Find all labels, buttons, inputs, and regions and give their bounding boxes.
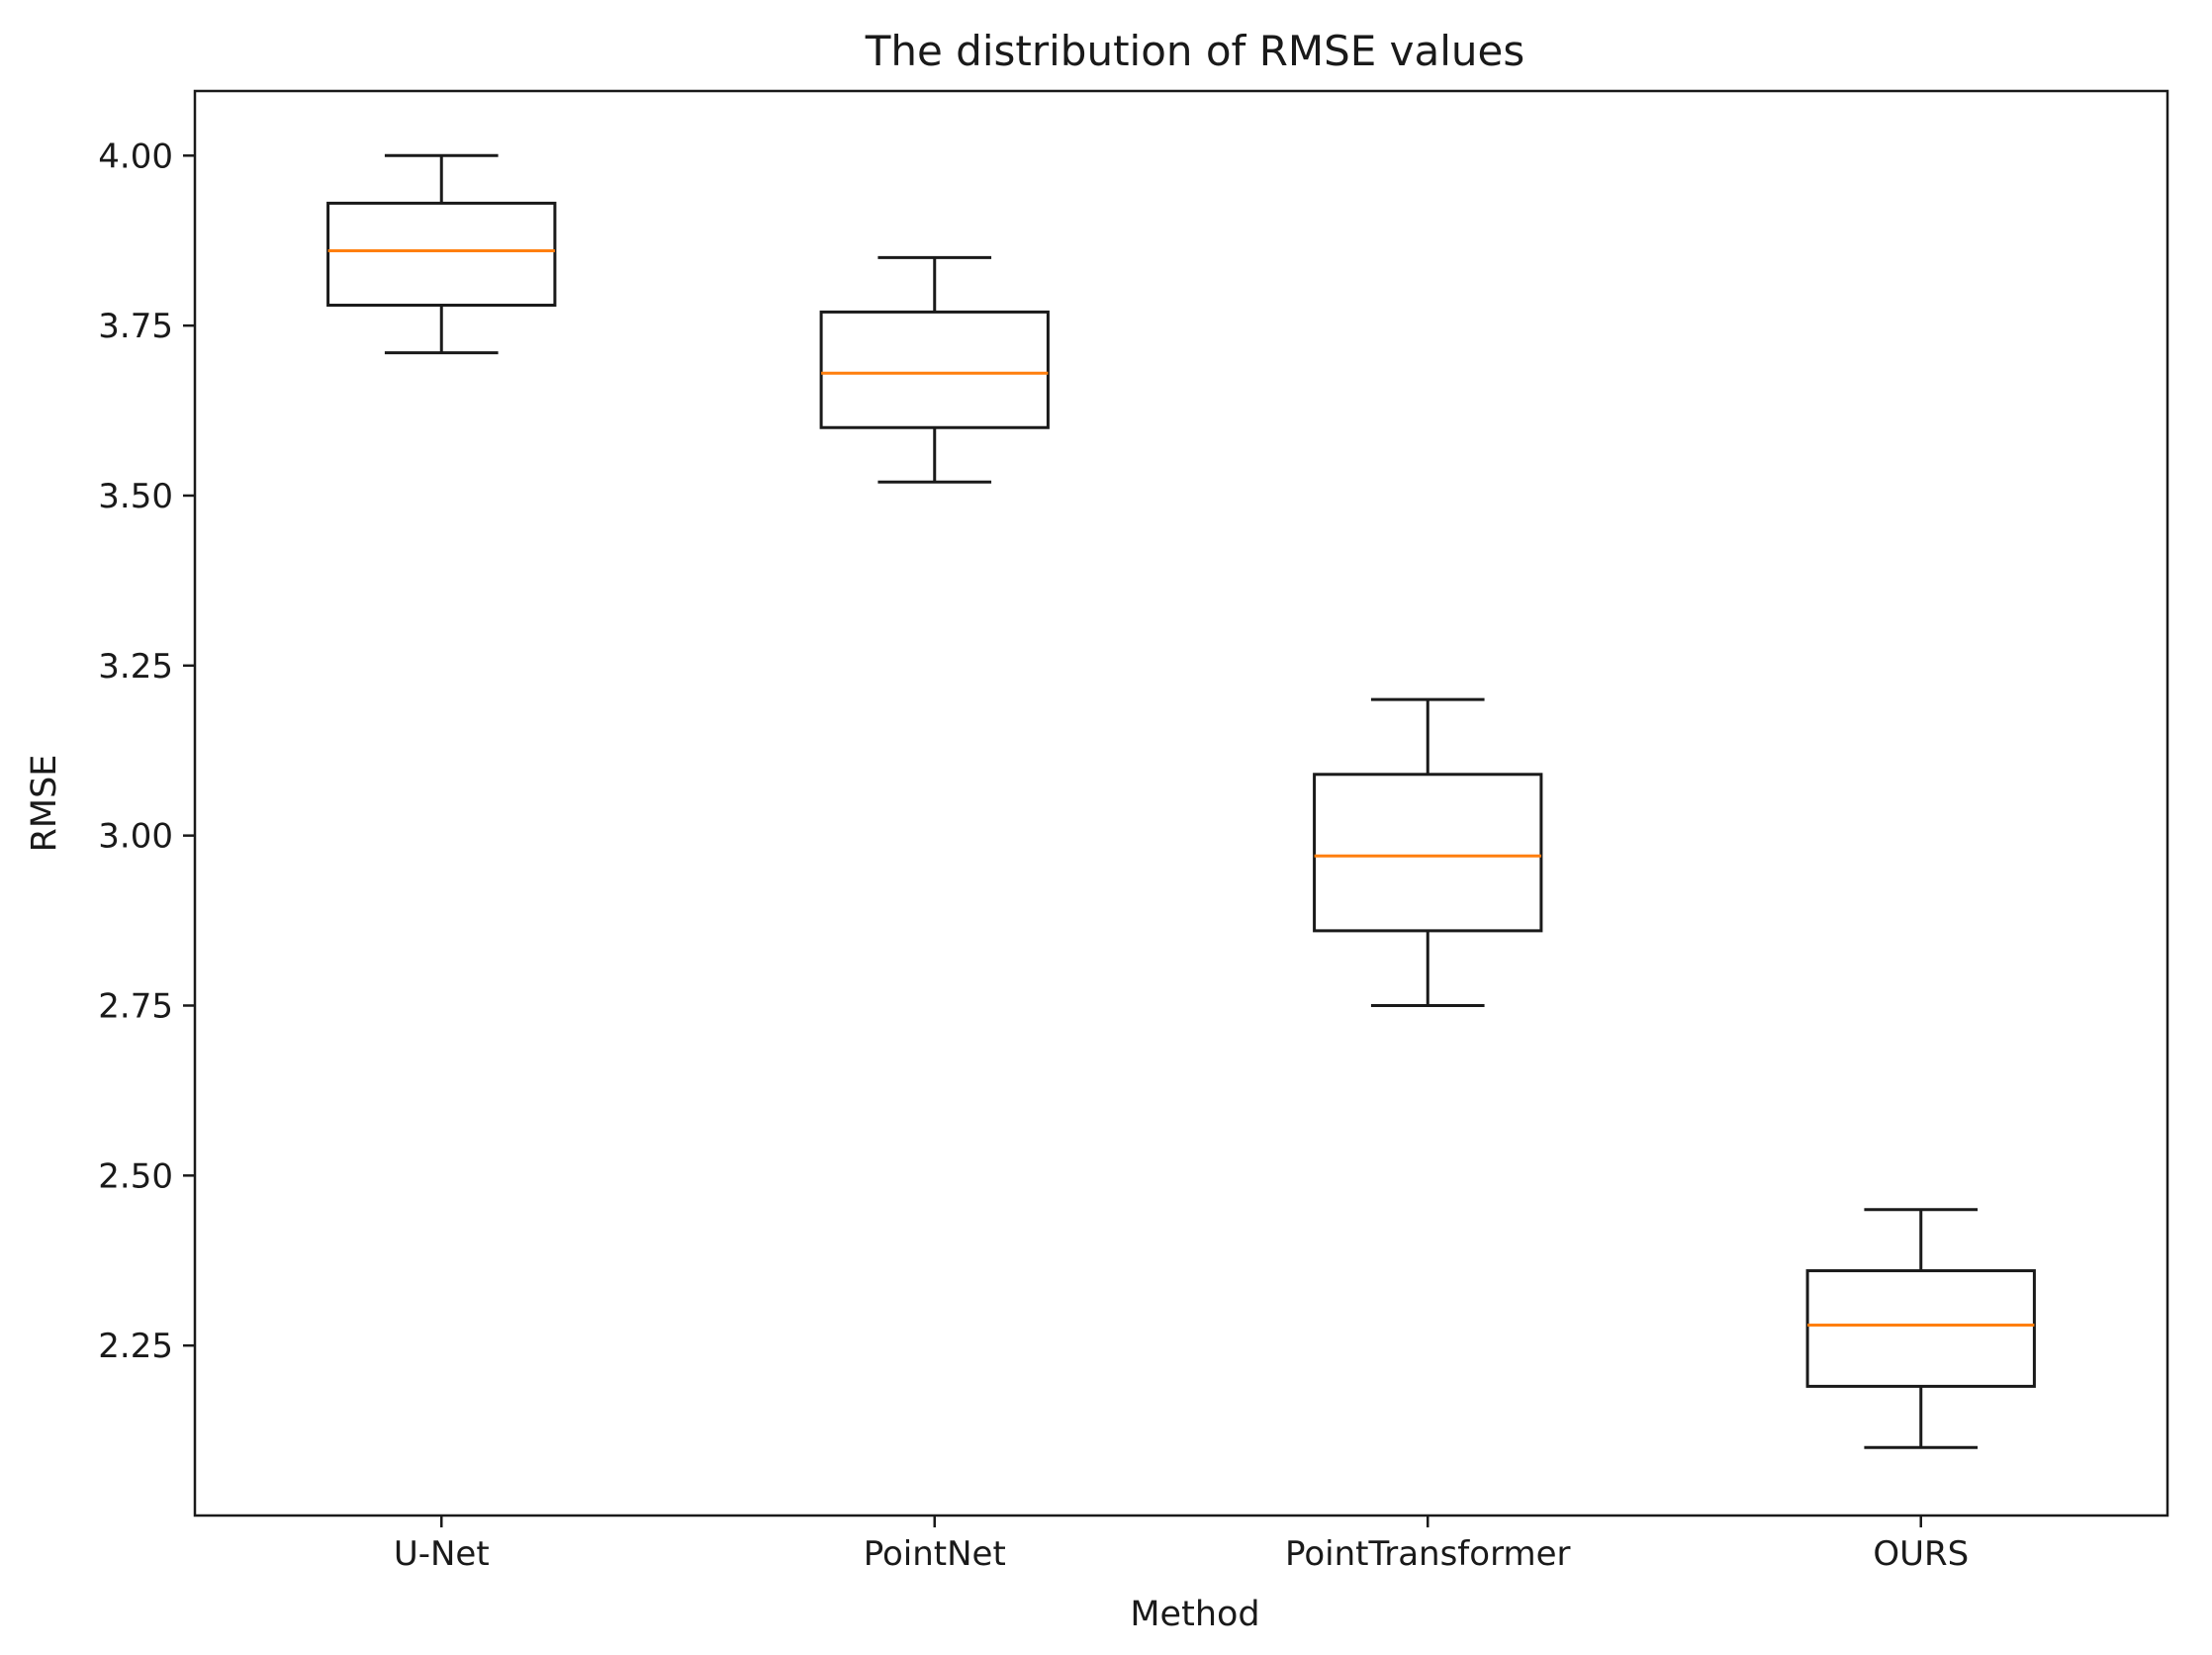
- iqr-box: [819, 310, 1050, 429]
- box-pointtransformer: [1313, 697, 1543, 1007]
- y-axis-label: RMSE: [25, 755, 64, 853]
- y-tick-label: 4.00: [98, 137, 173, 176]
- iqr-box: [326, 201, 557, 308]
- plot-area-frame: [193, 89, 2169, 1517]
- x-tick-label: PointTransformer: [1285, 1534, 1570, 1574]
- y-tick-label: 3.25: [98, 647, 173, 687]
- box-ours: [1805, 1208, 2036, 1449]
- y-tick-label: 3.00: [98, 817, 173, 857]
- box-series: [326, 153, 2036, 1449]
- x-tick-label: PointNet: [864, 1534, 1006, 1574]
- box-u-net: [326, 153, 557, 355]
- box-pointnet: [819, 255, 1050, 484]
- chart-title: The distribution of RMSE values: [865, 27, 1525, 75]
- x-axis-label: Method: [1130, 1595, 1259, 1634]
- y-tick-label: 3.50: [98, 477, 173, 516]
- y-tick-label: 2.75: [98, 986, 173, 1026]
- y-tick-label: 2.50: [98, 1156, 173, 1196]
- iqr-box: [1313, 773, 1543, 933]
- x-tick-label: U-Net: [394, 1534, 490, 1574]
- x-tick-label: OURS: [1873, 1534, 1969, 1574]
- y-axis: 2.25 2.50 2.75 3.00 3.25 3.50 3.75 4.00: [98, 137, 195, 1366]
- iqr-box: [1805, 1269, 2036, 1388]
- y-tick-label: 3.75: [98, 307, 173, 346]
- x-axis: U-Net PointNet PointTransformer OURS: [394, 1516, 1969, 1574]
- y-tick-label: 2.25: [98, 1327, 173, 1366]
